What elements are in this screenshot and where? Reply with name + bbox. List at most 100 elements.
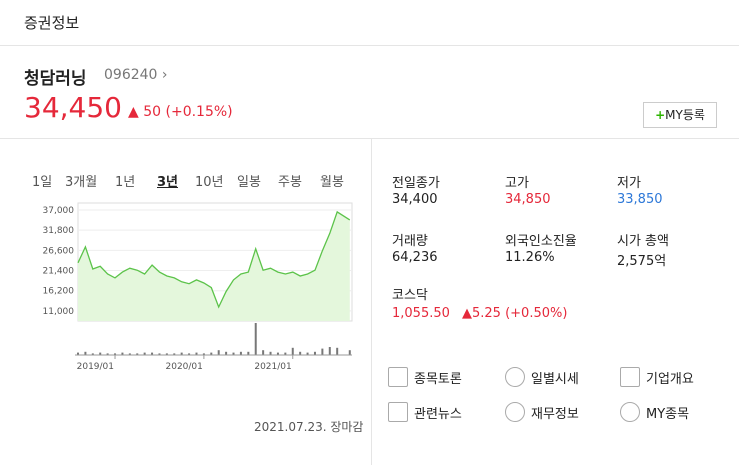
link[interactable]: 관련뉴스 <box>414 407 462 422</box>
info-label: 외국인소진율 <box>505 234 577 249</box>
area <box>78 211 350 321</box>
volume-bar <box>284 352 287 355</box>
volume-bar <box>239 351 242 355</box>
volume-bar <box>247 351 250 355</box>
link[interactable]: 재무정보 <box>531 407 579 422</box>
y-tick-label: 37,000 <box>43 206 75 216</box>
my-button[interactable]: +MY등록 <box>643 102 717 128</box>
volume-bar <box>114 353 117 355</box>
code: 096240 <box>104 67 158 83</box>
volume-bar <box>291 347 294 355</box>
volume-bar <box>173 353 176 355</box>
info-value: 34,850 <box>505 192 551 207</box>
index-label: 코스닥 <box>392 288 428 303</box>
volume-bar <box>306 352 309 355</box>
volume-bar <box>232 352 235 355</box>
y-tick-label: 11,000 <box>43 307 75 317</box>
header-title: 증권정보 <box>24 14 80 32</box>
change: ▲ 50 (+0.15%) <box>128 104 233 120</box>
index-value: 1,055.50 <box>392 306 450 321</box>
info-value: 33,850 <box>617 192 663 207</box>
volume-bar <box>77 352 79 355</box>
volume-bar <box>336 347 339 355</box>
info-value: 64,236 <box>392 250 438 265</box>
divider <box>0 45 739 46</box>
link[interactable]: MY종목 <box>646 407 690 422</box>
volume-bar <box>217 350 220 355</box>
y-tick-label: 21,400 <box>43 267 75 277</box>
volume-bar <box>99 352 102 355</box>
volume-bar <box>348 350 351 355</box>
price: 34,450 <box>24 91 122 124</box>
volume-bar <box>121 352 124 355</box>
x-tick-label: 2020/01 <box>166 362 203 372</box>
y-tick-label: 31,800 <box>43 226 75 236</box>
link-icon[interactable] <box>388 367 408 387</box>
volume-bar <box>136 353 139 355</box>
y-tick-label: 26,600 <box>43 246 75 256</box>
volume-bar <box>328 347 331 355</box>
divider <box>0 138 739 139</box>
link-icon[interactable] <box>620 367 640 387</box>
timestamp: 2021.07.23. 장마감 <box>254 420 364 434</box>
volume-bar <box>299 351 302 355</box>
volume-bar <box>276 352 279 355</box>
tab[interactable]: 3개월 <box>65 175 98 190</box>
link-icon[interactable] <box>505 367 525 387</box>
tab[interactable]: 10년 <box>195 175 224 190</box>
price-line <box>77 210 351 309</box>
tab[interactable]: 3년 <box>157 175 179 190</box>
info-value: 34,400 <box>392 192 438 207</box>
divider <box>371 138 372 465</box>
volume-bar <box>313 351 316 355</box>
link[interactable]: 일별시세 <box>531 372 579 387</box>
info-value: 11.26% <box>505 250 555 265</box>
y-tick-label: 16,200 <box>43 287 75 297</box>
x-tick-label: 2019/01 <box>77 362 114 372</box>
volume-bar <box>151 352 154 355</box>
volume-bar <box>91 353 94 355</box>
index-change: ▲5.25 (+0.50%) <box>462 306 568 321</box>
volume-bar <box>180 352 183 355</box>
info-label: 고가 <box>505 176 529 191</box>
index-change-value: 5.25 (+0.50%) <box>472 306 568 321</box>
volume-bar <box>188 353 191 355</box>
volume-bar <box>210 352 213 355</box>
volume-bar <box>143 352 146 355</box>
volume-bar <box>195 352 198 355</box>
volume-bar <box>165 353 168 355</box>
info-label: 거래량 <box>392 234 428 249</box>
my-label: MY등록 <box>665 108 705 122</box>
x-tick-label: 2021/01 <box>254 362 291 372</box>
stock-name[interactable]: 청담러닝 <box>24 69 87 89</box>
tab[interactable]: 월봉 <box>320 175 344 190</box>
volume-bar <box>158 353 161 355</box>
info-label: 저가 <box>617 176 641 191</box>
volume-bar <box>269 351 272 355</box>
link-icon[interactable] <box>505 402 525 422</box>
chart: 37,000 31,800 26,600 21,400 16,200 11,000 2019… <box>43 202 353 372</box>
tab[interactable]: 1년 <box>115 175 136 190</box>
volume-bar <box>321 348 324 355</box>
change-value: 50 <box>143 104 162 120</box>
link[interactable]: 기업개요 <box>646 372 694 387</box>
info-value: 2,575억 <box>617 254 667 269</box>
volume-bar <box>84 351 87 355</box>
link[interactable]: 종목토론 <box>414 372 462 387</box>
volume-bar <box>254 323 257 355</box>
volume-bar <box>128 353 131 355</box>
volume-bar <box>202 353 205 355</box>
volume-bar <box>225 351 228 355</box>
link-icon[interactable] <box>388 402 408 422</box>
change-pct: (+0.15%) <box>165 104 233 120</box>
info-label: 시가 총액 <box>617 234 669 249</box>
stock-code[interactable]: 096240 › <box>104 67 168 83</box>
tab[interactable]: 1일 <box>32 175 53 190</box>
link-icon[interactable] <box>620 402 640 422</box>
info-label: 전일종가 <box>392 176 440 191</box>
tab[interactable]: 일봉 <box>237 175 261 190</box>
volume-bar <box>262 350 265 355</box>
tab[interactable]: 주봉 <box>278 175 302 190</box>
volume-bar <box>106 353 109 355</box>
